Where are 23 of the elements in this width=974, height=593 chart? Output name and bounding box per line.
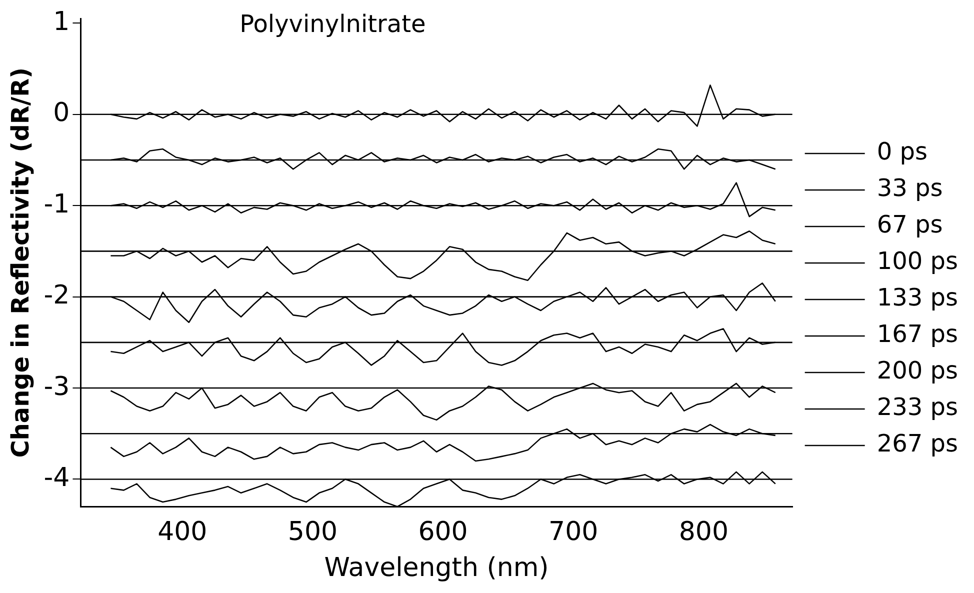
x-tick-label: 600 [418, 516, 468, 547]
x-tick-label: 700 [548, 516, 598, 547]
legend-label: 267 ps [876, 430, 958, 458]
y-tick-label: -2 [44, 280, 70, 311]
legend-label: 167 ps [876, 320, 958, 348]
legend-label: 33 ps [876, 174, 943, 202]
y-tick-label: -3 [44, 372, 70, 402]
y-tick-label: -1 [44, 189, 70, 220]
legend-label: 133 ps [876, 284, 958, 312]
x-tick-label: 400 [158, 516, 208, 547]
y-tick-label: 1 [53, 6, 70, 37]
legend-label: 100 ps [876, 247, 958, 276]
x-tick-label: 500 [288, 516, 338, 547]
x-tick-label: 800 [678, 516, 729, 547]
legend-label: 233 ps [876, 393, 958, 422]
y-tick-label: 0 [53, 98, 70, 128]
y-axis-title: Change in Reflectivity (dR/R) [6, 67, 35, 458]
legend-label: 200 ps [876, 356, 958, 385]
x-axis-title: Wavelength (nm) [324, 553, 549, 584]
legend-label: 67 ps [876, 210, 943, 239]
chart-title: Polyvinylnitrate [240, 10, 426, 38]
y-tick-label: -4 [44, 462, 70, 493]
legend-label: 0 ps [876, 138, 928, 166]
